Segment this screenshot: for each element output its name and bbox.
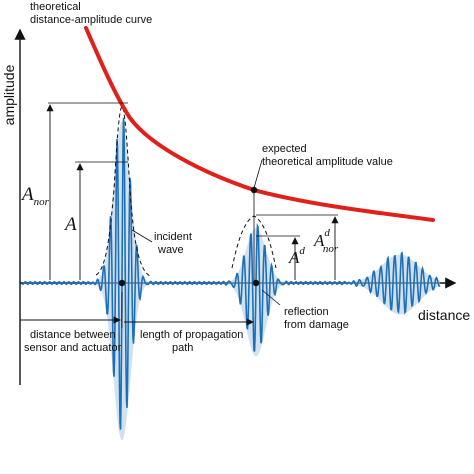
theoretical-curve-label-1: theoretical	[30, 1, 81, 13]
propagation-label-1: length of propagation	[140, 329, 243, 341]
signal-envelope-shape	[22, 121, 440, 441]
reflection-label-2: from damage	[284, 319, 349, 331]
incident-envelope	[95, 105, 151, 277]
theoretical-amplitude-curve	[84, 26, 435, 222]
reflection-callout	[261, 289, 281, 306]
expected-label-2: theoretical amplitude value	[262, 156, 393, 168]
x-axis-title: distance	[418, 307, 470, 323]
incident-label-2: wave	[157, 244, 184, 256]
a-d-nor-symbol: Ad nor	[313, 227, 339, 255]
signal-waveform-line	[21, 117, 441, 430]
theoretical-curve-label-2: distance-amplitude curve	[30, 14, 152, 26]
reflection-label-1: reflection	[284, 306, 329, 318]
distance-between-label-2: sensor and actuator	[24, 342, 122, 354]
expected-callout	[253, 159, 263, 189]
signal-envelope-fill	[22, 121, 440, 441]
propagation-label-2: path	[172, 342, 193, 354]
y-axis-title: amplitude	[1, 64, 17, 125]
incident-center-dot	[118, 279, 126, 287]
reflection-center-dot	[252, 279, 260, 287]
incident-callout	[131, 229, 153, 243]
a-symbol: A	[63, 214, 77, 235]
distance-between-label-1: distance between	[30, 329, 116, 341]
a-d-symbol: Ad	[288, 245, 305, 267]
expected-label-1: expected	[262, 143, 307, 155]
incident-label-1: incident	[154, 231, 192, 243]
signal-waveform	[21, 117, 441, 430]
a-nor-symbol: Anor	[20, 184, 50, 208]
